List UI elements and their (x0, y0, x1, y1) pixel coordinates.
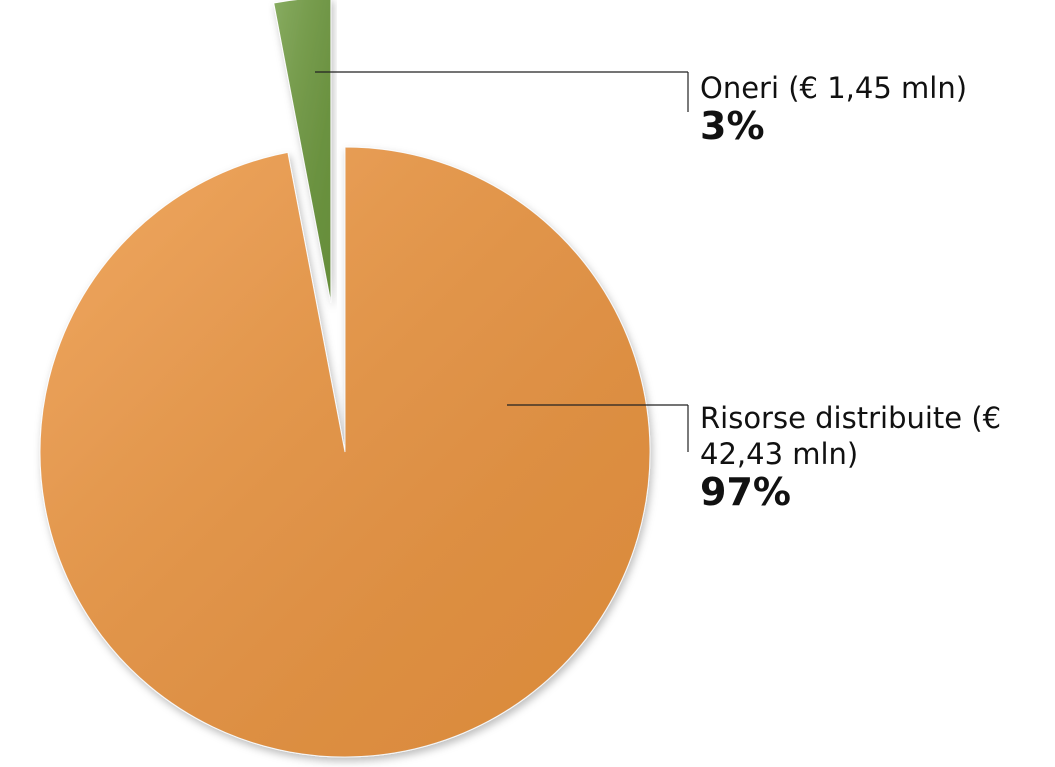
slice-label: Risorse distribuite (€ 42,43 mln) 97% (700, 400, 1045, 512)
slice-label: Oneri (€ 1,45 mln) 3% (700, 70, 1045, 146)
value-label: 97% (700, 470, 791, 514)
category-label: Risorse distribuite (€ 42,43 mln) (700, 401, 1002, 471)
slice-group (39, 146, 651, 758)
category-label: Oneri (€ 1,45 mln) (700, 71, 968, 105)
pie-slice (39, 146, 651, 758)
value-label: 3% (700, 104, 765, 148)
